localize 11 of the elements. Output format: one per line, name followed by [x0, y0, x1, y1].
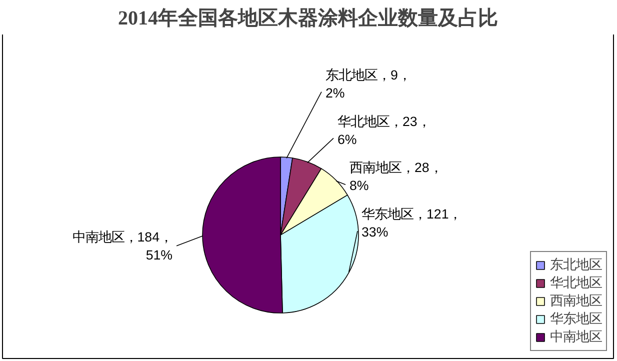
data-label: 中南地区，184，51%: [72, 229, 173, 262]
legend-label: 西南地区: [550, 292, 602, 310]
chart-title: 2014年全国各地区木器涂料企业数量及占比: [118, 8, 498, 30]
legend-label: 东北地区: [550, 256, 602, 274]
data-label: 西南地区，28，8%: [350, 160, 442, 194]
data-label: 东北地区，9，2%: [326, 67, 411, 100]
legend-label: 中南地区: [550, 328, 602, 346]
legend-label: 华东地区: [550, 310, 602, 328]
data-label: 华东地区，121，33%: [362, 206, 462, 240]
data-label: 华北地区，23，6%: [338, 114, 430, 147]
legend-label: 华北地区: [550, 274, 602, 292]
